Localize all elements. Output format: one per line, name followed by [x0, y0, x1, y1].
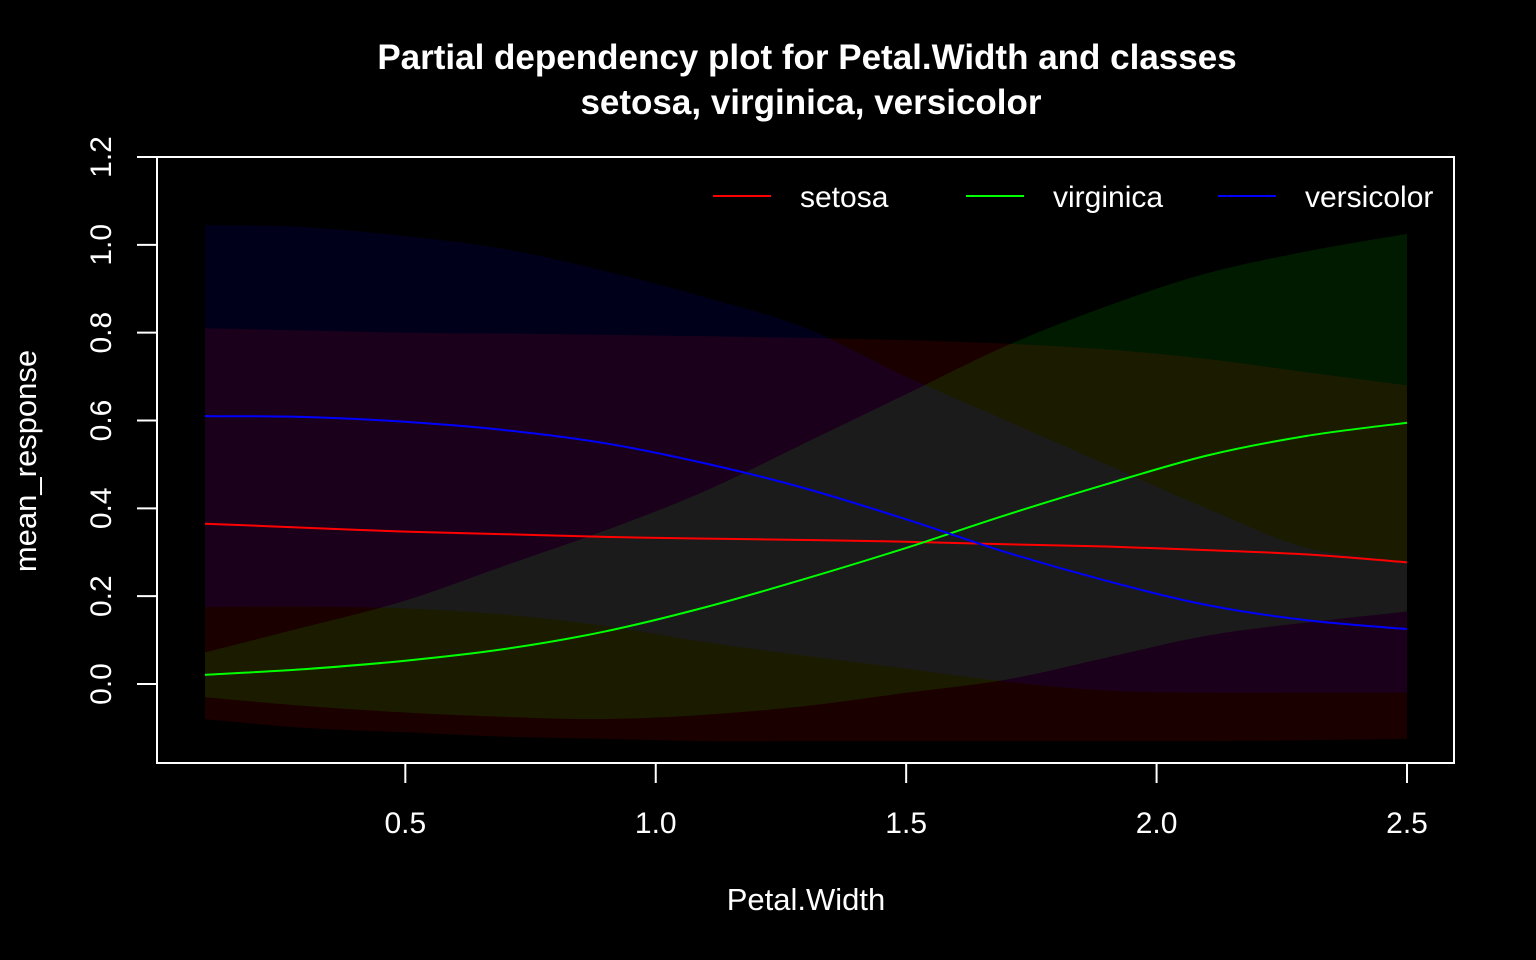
plot-frame — [156, 156, 1455, 764]
y-axis-label: mean_response — [8, 350, 43, 572]
y-axis: 0.0 0.2 0.4 0.6 0.8 1.0 1.2 — [85, 136, 157, 705]
y-tick-label: 0.8 — [85, 312, 118, 354]
chart-title-line1: Partial dependency plot for Petal.Width … — [377, 38, 1236, 77]
y-tick-label: 0.2 — [85, 575, 118, 617]
y-tick-label: 0.4 — [85, 487, 118, 529]
series-lines — [204, 415, 1408, 676]
y-tick-label: 1.2 — [85, 136, 118, 178]
x-tick-label: 0.5 — [384, 807, 426, 840]
x-tick-label: 1.5 — [885, 807, 927, 840]
x-tick-label: 1.0 — [635, 807, 677, 840]
band-versicolor — [205, 225, 1407, 693]
x-axis-label: Petal.Width — [727, 882, 886, 917]
legend-label-setosa: setosa — [800, 181, 889, 214]
legend: setosa virginica versicolor — [713, 181, 1433, 214]
x-tick-label: 2.0 — [1136, 807, 1178, 840]
legend-label-virginica: virginica — [1053, 181, 1163, 214]
confidence-bands — [205, 225, 1407, 742]
y-tick-label: 1.0 — [85, 224, 118, 266]
x-axis: 0.5 1.0 1.5 2.0 2.5 — [384, 763, 1428, 840]
line-setosa — [204, 522, 1408, 564]
chart-title-line2: setosa, virginica, versicolor — [580, 83, 1041, 122]
x-tick-label: 2.5 — [1386, 807, 1428, 840]
legend-label-versicolor: versicolor — [1305, 181, 1433, 214]
line-virginica — [204, 421, 1408, 676]
line-versicolor — [204, 415, 1408, 631]
y-tick-label: 0.6 — [85, 400, 118, 442]
y-tick-label: 0.0 — [85, 663, 118, 705]
